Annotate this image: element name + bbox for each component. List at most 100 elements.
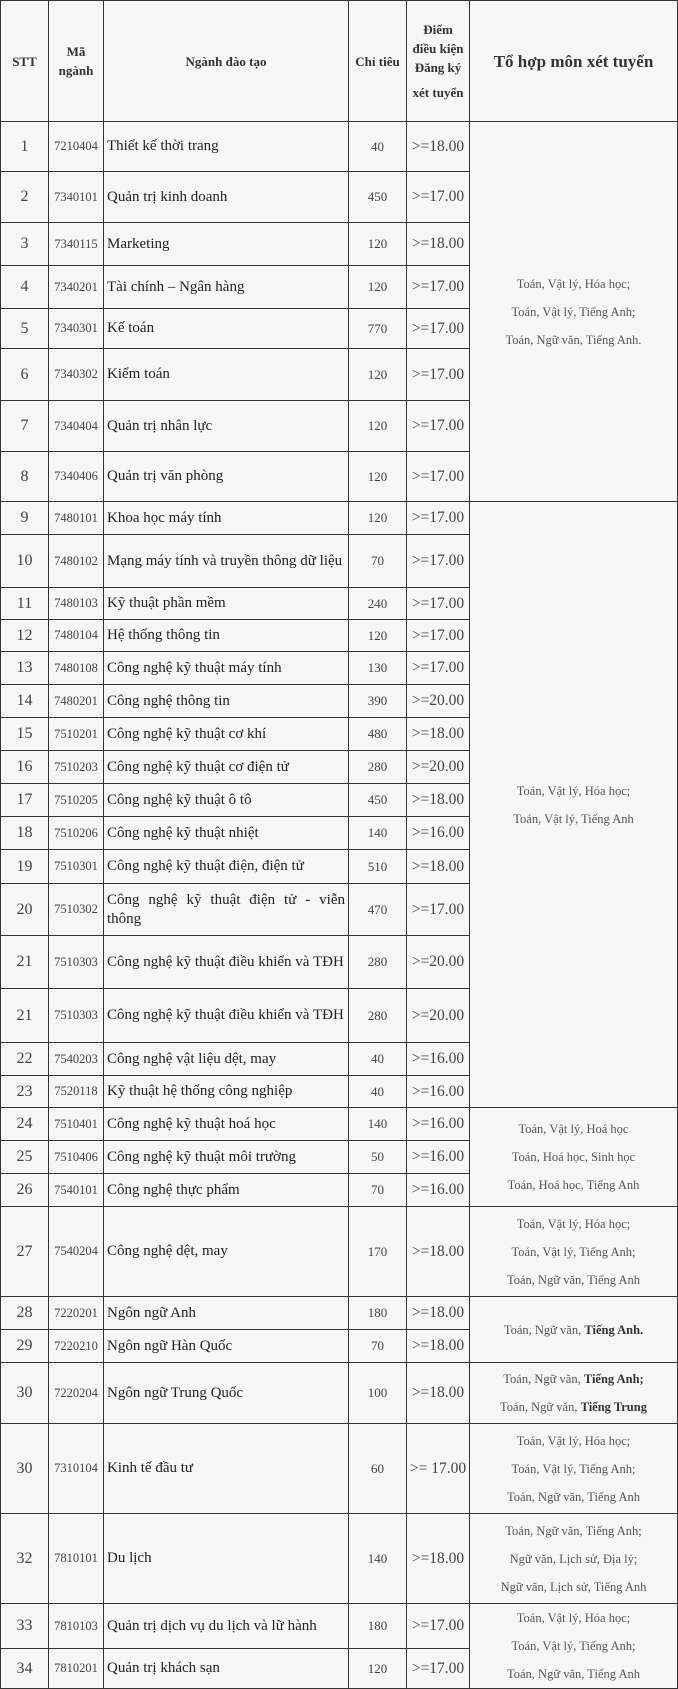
- cell-stt: 28: [0, 1296, 49, 1330]
- cell-stt: 4: [0, 265, 49, 309]
- cell-code: 7480103: [48, 587, 104, 620]
- cell-name: Ngôn ngữ Anh: [103, 1296, 349, 1330]
- cell-code: 7480102: [48, 534, 104, 588]
- cell-quota: 130: [348, 651, 407, 685]
- cell-score: >=17.00: [406, 308, 470, 349]
- combo-line: Toán, Vật lý, Hóa học;: [473, 1210, 674, 1238]
- table-row: 16 7510203 Công nghệ kỹ thuật cơ điện tử 28…: [0, 750, 678, 784]
- table-row: 21 7510303 Công nghệ kỹ thuật điều khiển v…: [0, 988, 678, 1043]
- cell-stt: 24: [0, 1107, 49, 1141]
- cell-name: Công nghệ kỹ thuật cơ khí: [103, 717, 349, 751]
- cell-name: Công nghệ vật liệu dệt, may: [103, 1042, 349, 1076]
- combo-line: Toán, Ngữ văn, Tiếng Anh: [473, 1483, 674, 1511]
- cell-score: >=16.00: [406, 1107, 470, 1141]
- cell-stt: 34: [0, 1648, 49, 1689]
- cell-name: Quản trị nhân lực: [103, 400, 349, 452]
- cell-code: 7510303: [48, 935, 104, 989]
- combo-text: Toán, Vật lý, Hóa học;: [516, 1433, 631, 1448]
- cell-stt: 20: [0, 883, 49, 936]
- table-row: 8 7340406 Quản trị văn phòng 120 >=17.00: [0, 451, 678, 502]
- cell-quota: 280: [348, 935, 407, 989]
- cell-combo: Toán, Ngữ văn, Tiếng Anh; Toán, Ngữ văn, …: [469, 1362, 678, 1424]
- combo-line: Toán, Vật lý, Hóa học;: [473, 270, 674, 298]
- cell-score: >=17.00: [406, 651, 470, 685]
- cell-name: Công nghệ thông tin: [103, 684, 349, 718]
- combo-text-bold: Tiếng Trung: [580, 1400, 647, 1414]
- cell-quota: 480: [348, 717, 407, 751]
- table-row: 29 7220210 Ngôn ngữ Hàn Quốc 70 >=18.00: [0, 1329, 678, 1363]
- cell-stt: 27: [0, 1206, 49, 1297]
- cell-name: Ngôn ngữ Trung Quốc: [103, 1362, 349, 1424]
- cell-quota: 70: [348, 1329, 407, 1363]
- cell-score: >=17.00: [406, 400, 470, 452]
- cell-stt: 30: [0, 1423, 49, 1514]
- cell-code: 7340406: [48, 451, 104, 502]
- combo-text-bold: Tiếng Anh.: [584, 1322, 644, 1337]
- header-stt: STT: [0, 0, 49, 122]
- cell-quota: 470: [348, 883, 407, 936]
- combo-text: Toán, Ngữ văn, Tiếng Anh: [507, 1489, 640, 1504]
- cell-name: Kỹ thuật hệ thống công nghiệp: [103, 1075, 349, 1108]
- cell-stt: 3: [0, 222, 49, 266]
- combo-text: Toán, Vật lý, Tiếng Anh;: [511, 1461, 636, 1476]
- cell-score: >=17.00: [406, 619, 470, 652]
- cell-code: 7220204: [48, 1362, 104, 1424]
- cell-name: Thiết kế thời trang: [103, 121, 349, 172]
- cell-name: Hệ thống thông tin: [103, 619, 349, 652]
- combo-line: Ngữ văn, Lịch sử, Tiếng Anh: [473, 1573, 674, 1601]
- header-combo: Tổ hợp môn xét tuyển: [469, 0, 678, 122]
- combo-text: Toán, Ngữ văn, Tiếng Anh.: [505, 332, 642, 347]
- table-row: 32 7810101 Du lịch 140 >=18.00 Toán, Ngữ văn,…: [0, 1513, 678, 1604]
- cell-score: >=17.00: [406, 265, 470, 309]
- combo-line: Toán, Ngữ văn, Tiếng Anh.: [473, 326, 674, 354]
- cell-stt: 14: [0, 684, 49, 718]
- cell-score: >=18.00: [406, 783, 470, 817]
- combo-line: Toán, Ngữ văn, Tiếng Trung: [473, 1393, 674, 1421]
- table-row: 23 7520118 Kỹ thuật hệ thống công nghiệp 40…: [0, 1075, 678, 1108]
- cell-score: >=18.00: [406, 1206, 470, 1297]
- cell-score: >=16.00: [406, 1140, 470, 1174]
- table-row: 22 7540203 Công nghệ vật liệu dệt, may 40 >=…: [0, 1042, 678, 1076]
- combo-line: Toán, Vật lý, Tiếng Anh: [473, 805, 674, 833]
- table-row: 34 7810201 Quản trị khách sạn 120 >=17.00: [0, 1648, 678, 1689]
- cell-stt: 7: [0, 400, 49, 452]
- combo-text: Toán, Vật lý, Tiếng Anh;: [511, 304, 636, 319]
- cell-name: Du lịch: [103, 1513, 349, 1604]
- cell-combo: Toán, Vật lý, Hóa học; Toán, Vật lý, Tiến…: [469, 1423, 678, 1514]
- cell-code: 7510205: [48, 783, 104, 817]
- cell-combo: Toán, Vật lý, Hóa học; Toán, Vật lý, Tiến…: [469, 1206, 678, 1297]
- table-row: 13 7480108 Công nghệ kỹ thuật máy tính 130 >…: [0, 651, 678, 685]
- cell-quota: 240: [348, 587, 407, 620]
- cell-stt: 2: [0, 171, 49, 223]
- header-name: Ngành đào tạo: [103, 0, 349, 122]
- combo-line: Toán, Ngữ văn, Tiếng Anh: [473, 1660, 674, 1688]
- cell-code: 7480101: [48, 501, 104, 535]
- cell-quota: 120: [348, 348, 407, 401]
- cell-name: Công nghệ dệt, may: [103, 1206, 349, 1297]
- cell-score: >=18.00: [406, 1329, 470, 1363]
- table-row: 9 7480101 Khoa học máy tính 120 >=17.00 Toán,…: [0, 501, 678, 1108]
- cell-code: 7480108: [48, 651, 104, 685]
- combo-line: Toán, Vật lý, Tiếng Anh;: [473, 1455, 674, 1483]
- cell-stt: 21: [0, 935, 49, 989]
- cell-stt: 9: [0, 501, 49, 535]
- combo-text: Toán, Vật lý, Tiếng Anh;: [511, 1639, 636, 1653]
- cell-name: Kỹ thuật phần mềm: [103, 587, 349, 620]
- cell-code: 7310104: [48, 1423, 104, 1514]
- cell-quota: 140: [348, 1513, 407, 1604]
- combo-text: Toán, Vật lý, Hóa học;: [516, 783, 631, 798]
- cell-quota: 120: [348, 400, 407, 452]
- cell-quota: 120: [348, 1648, 407, 1689]
- cell-stt: 8: [0, 451, 49, 502]
- cell-stt: 33: [0, 1603, 49, 1649]
- cell-combo: Toán, Vật lý, Hóa học; Toán, Vật lý, Tiến…: [469, 501, 678, 1108]
- cell-name: Công nghệ kỹ thuật nhiệt: [103, 816, 349, 850]
- cell-stt: 11: [0, 587, 49, 620]
- table-row: 3 7340115 Marketing 120 >=18.00: [0, 222, 678, 266]
- cell-quota: 40: [348, 1075, 407, 1108]
- combo-text-bold: Tiếng Anh;: [583, 1372, 644, 1386]
- cell-quota: 510: [348, 849, 407, 884]
- cell-stt: 6: [0, 348, 49, 401]
- cell-score: >=18.00: [406, 1296, 470, 1330]
- combo-text: Toán, Vật lý, Hóa học;: [516, 1216, 631, 1231]
